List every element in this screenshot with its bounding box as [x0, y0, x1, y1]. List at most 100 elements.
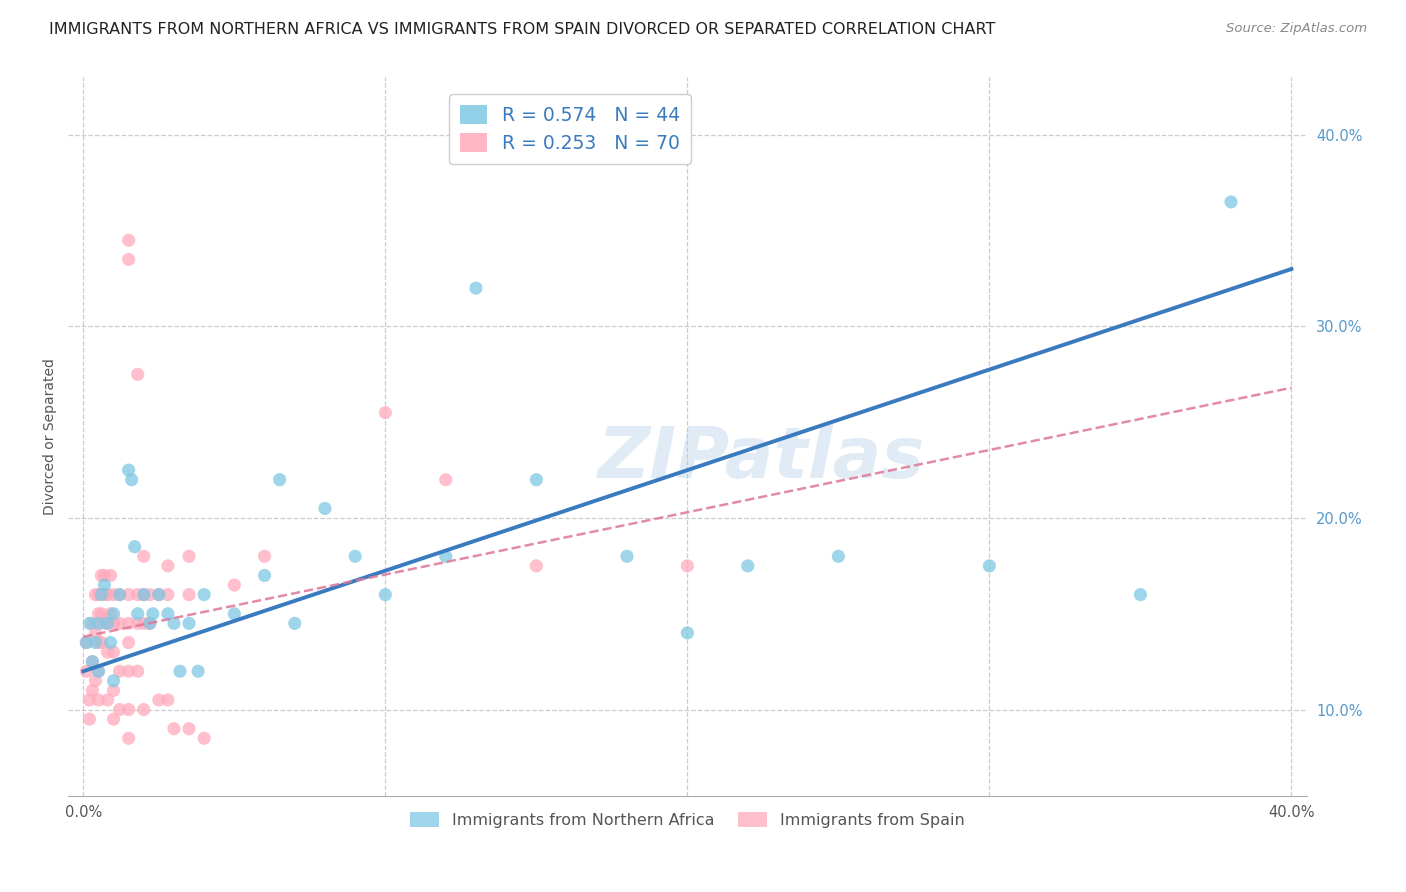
Text: ZIPatlas: ZIPatlas: [598, 424, 925, 492]
Point: [127, 588, 149, 602]
Point: [269, 473, 291, 487]
Point: [127, 607, 149, 621]
Point: [117, 665, 139, 679]
Point: [1129, 588, 1152, 602]
Point: [75, 635, 97, 649]
Point: [524, 558, 547, 573]
Point: [127, 665, 149, 679]
Point: [103, 607, 125, 621]
Point: [434, 549, 457, 564]
Point: [93, 616, 115, 631]
Point: [117, 588, 139, 602]
Point: [434, 473, 457, 487]
Point: [117, 616, 139, 631]
Point: [117, 233, 139, 247]
Point: [103, 712, 125, 726]
Point: [93, 578, 115, 592]
Point: [87, 616, 110, 631]
Point: [344, 549, 367, 564]
Text: IMMIGRANTS FROM NORTHERN AFRICA VS IMMIGRANTS FROM SPAIN DIVORCED OR SEPARATED C: IMMIGRANTS FROM NORTHERN AFRICA VS IMMIG…: [49, 22, 995, 37]
Point: [87, 693, 110, 707]
Point: [108, 665, 131, 679]
Point: [676, 626, 699, 640]
Point: [103, 673, 125, 688]
Point: [374, 588, 396, 602]
Point: [75, 635, 97, 649]
Point: [93, 568, 115, 582]
Point: [374, 406, 396, 420]
Point: [117, 702, 139, 716]
Point: [465, 281, 488, 295]
Point: [108, 588, 131, 602]
Point: [121, 473, 143, 487]
Point: [979, 558, 1001, 573]
Point: [90, 588, 112, 602]
Point: [84, 588, 107, 602]
Point: [177, 616, 200, 631]
Point: [100, 607, 122, 621]
Point: [284, 616, 307, 631]
Point: [156, 558, 179, 573]
Point: [100, 635, 122, 649]
Point: [169, 665, 191, 679]
Point: [148, 588, 170, 602]
Point: [224, 607, 246, 621]
Point: [100, 568, 122, 582]
Point: [177, 722, 200, 736]
Point: [79, 712, 101, 726]
Point: [177, 588, 200, 602]
Point: [84, 635, 107, 649]
Point: [96, 588, 118, 602]
Point: [827, 549, 849, 564]
Point: [187, 665, 209, 679]
Point: [87, 607, 110, 621]
Point: [90, 568, 112, 582]
Point: [82, 655, 104, 669]
Point: [156, 607, 179, 621]
Point: [314, 501, 336, 516]
Point: [96, 693, 118, 707]
Point: [163, 616, 186, 631]
Point: [103, 683, 125, 698]
Point: [87, 665, 110, 679]
Point: [84, 626, 107, 640]
Point: [132, 588, 155, 602]
Point: [142, 607, 165, 621]
Point: [75, 665, 97, 679]
Point: [124, 540, 146, 554]
Point: [224, 578, 246, 592]
Point: [132, 549, 155, 564]
Point: [117, 252, 139, 267]
Point: [82, 616, 104, 631]
Point: [117, 463, 139, 477]
Point: [82, 683, 104, 698]
Point: [156, 693, 179, 707]
Y-axis label: Divorced or Separated: Divorced or Separated: [44, 359, 58, 515]
Point: [103, 588, 125, 602]
Point: [148, 693, 170, 707]
Point: [616, 549, 638, 564]
Point: [127, 368, 149, 382]
Point: [103, 645, 125, 659]
Point: [193, 588, 215, 602]
Point: [117, 731, 139, 746]
Point: [132, 702, 155, 716]
Point: [139, 588, 162, 602]
Point: [1220, 194, 1243, 209]
Point: [139, 616, 162, 631]
Point: [253, 549, 276, 564]
Point: [132, 588, 155, 602]
Point: [84, 673, 107, 688]
Point: [90, 635, 112, 649]
Point: [127, 616, 149, 631]
Legend: Immigrants from Northern Africa, Immigrants from Spain: Immigrants from Northern Africa, Immigra…: [404, 806, 972, 834]
Point: [524, 473, 547, 487]
Point: [132, 616, 155, 631]
Point: [96, 616, 118, 631]
Point: [96, 645, 118, 659]
Point: [139, 616, 162, 631]
Point: [82, 655, 104, 669]
Point: [148, 588, 170, 602]
Point: [103, 616, 125, 631]
Point: [193, 731, 215, 746]
